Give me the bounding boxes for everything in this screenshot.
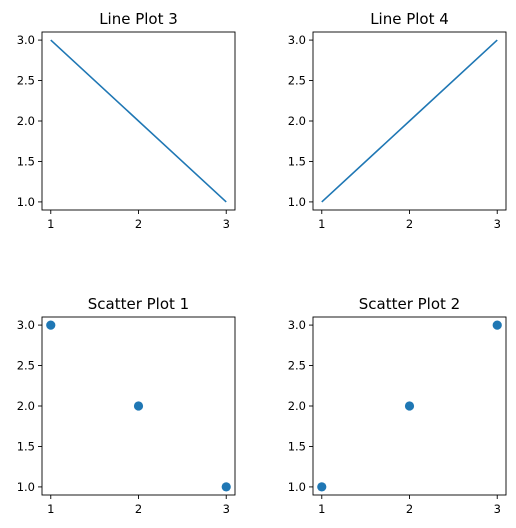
subplot-title: Scatter Plot 1 (88, 295, 189, 313)
y-tick-label: 2.5 (288, 359, 306, 373)
x-tick-label: 2 (135, 217, 142, 231)
scatter-point (221, 482, 231, 492)
series-line (321, 39, 498, 203)
scatter-point (404, 401, 415, 411)
x-tick-label: 1 (47, 217, 54, 231)
y-tick-label: 3.0 (17, 33, 35, 47)
subplot-title: Line Plot 3 (99, 10, 178, 28)
subplot-2: Line Plot 4 1 2 3 1.0 1.5 2.0 2.5 3.0 (288, 10, 507, 231)
y-tick-label: 1.0 (288, 195, 306, 209)
y-tick-label: 2.0 (288, 114, 306, 128)
scatter-point (133, 401, 144, 411)
x-tick-label: 3 (223, 217, 230, 231)
y-tick-label: 2.5 (17, 74, 35, 88)
y-tick-label: 1.5 (17, 154, 35, 168)
subplot-1: Line Plot 3 1 2 3 1.0 1.5 2.0 2.5 3.0 (17, 10, 236, 231)
y-tick-label: 1.0 (17, 195, 35, 209)
subplot-title: Line Plot 4 (370, 10, 449, 28)
y-tick-label: 1.5 (288, 154, 306, 168)
scatter-point (317, 482, 327, 492)
y-tick-label: 2.0 (17, 399, 35, 413)
x-tick-label: 2 (406, 217, 413, 231)
y-tick-label: 2.0 (288, 399, 306, 413)
x-tick-label: 3 (223, 502, 230, 516)
x-tick-label: 2 (135, 502, 142, 516)
x-tick-label: 3 (494, 217, 501, 231)
y-tick-label: 2.5 (288, 74, 306, 88)
series-line (50, 39, 227, 203)
y-tick-label: 2.5 (17, 359, 35, 373)
y-tick-label: 1.0 (17, 480, 35, 494)
x-tick-label: 1 (318, 217, 325, 231)
subplot-4: Scatter Plot 2 1 2 3 1.0 1.5 2.0 2.5 3.0 (288, 295, 507, 516)
x-tick-label: 1 (47, 502, 54, 516)
y-tick-label: 1.5 (288, 439, 306, 453)
y-tick-label: 1.5 (17, 439, 35, 453)
y-tick-label: 2.0 (17, 114, 35, 128)
y-tick-label: 1.0 (288, 480, 306, 494)
scatter-point (492, 320, 502, 330)
x-tick-label: 3 (494, 502, 501, 516)
x-tick-label: 2 (406, 502, 413, 516)
y-tick-label: 3.0 (17, 318, 35, 332)
x-tick-label: 1 (318, 502, 325, 516)
scatter-point (46, 320, 56, 330)
y-tick-label: 3.0 (288, 33, 306, 47)
subplot-title: Scatter Plot 2 (359, 295, 460, 313)
subplot-3: Scatter Plot 1 1 2 3 1.0 1.5 2.0 2.5 3.0 (17, 295, 236, 516)
y-tick-label: 3.0 (288, 318, 306, 332)
